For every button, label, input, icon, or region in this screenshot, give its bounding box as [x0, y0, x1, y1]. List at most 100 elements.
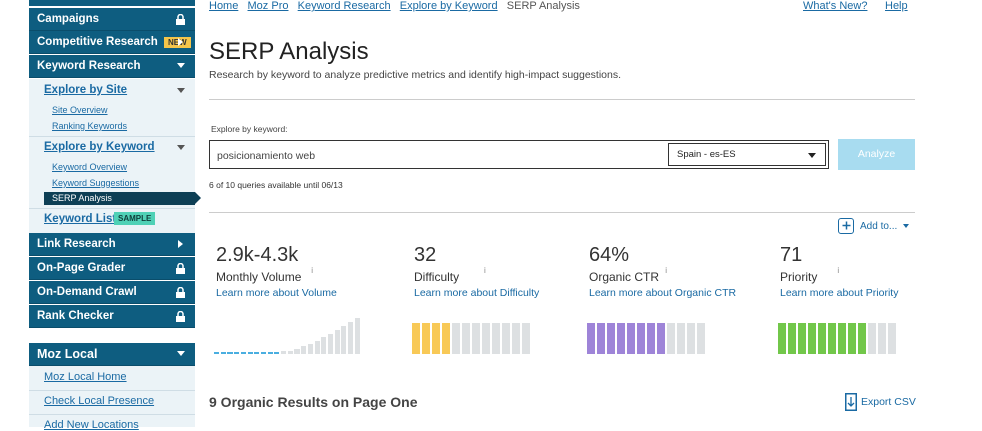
gauge-segment — [778, 323, 786, 354]
submenu-link[interactable]: Site Overview — [52, 105, 108, 115]
metric-label: Priority — [780, 270, 818, 284]
metric-gauge — [412, 318, 562, 354]
breadcrumb: Home Moz Pro Keyword Research Explore by… — [209, 0, 580, 12]
results-heading: 9 Organic Results on Page One — [209, 394, 418, 410]
divider — [209, 99, 915, 100]
gauge-segment — [587, 323, 595, 354]
gauge-segment — [452, 323, 460, 354]
info-icon[interactable]: i — [311, 266, 313, 275]
metric-gauge — [214, 318, 364, 354]
divider — [29, 414, 195, 415]
info-wrap: i — [306, 266, 313, 284]
metric-gauge — [778, 318, 928, 354]
nav-label: Campaigns — [37, 13, 99, 25]
arrow-icon — [177, 351, 185, 356]
arrow-icon — [177, 88, 185, 93]
breadcrumb-current: SERP Analysis — [506, 0, 580, 12]
nav-item[interactable]: Keyword Research — [29, 55, 195, 78]
submenu-link[interactable]: Keyword Lists — [44, 213, 123, 225]
metric-value: 32 — [414, 244, 437, 266]
submenu-link[interactable]: Add New Locations — [44, 419, 139, 431]
gauge-segment — [808, 323, 816, 354]
info-icon[interactable]: i — [665, 266, 668, 275]
active-item — [44, 192, 195, 205]
nav-item[interactable]: On-Page Grader — [29, 257, 195, 280]
submenu-link[interactable]: Moz Local Home — [44, 371, 127, 383]
export-icon[interactable] — [845, 393, 857, 411]
gauge-segment — [677, 323, 685, 354]
metric-link[interactable]: Learn more about Volume — [216, 287, 337, 299]
plus — [842, 221, 850, 230]
metric-link[interactable]: Learn more about Organic CTR — [589, 287, 737, 299]
submenu-link[interactable]: Check Local Presence — [44, 395, 155, 407]
nav-item[interactable]: On-Demand Crawl — [29, 281, 195, 304]
metric-link[interactable]: Learn more about Difficulty — [414, 287, 540, 299]
submenu-link[interactable]: Explore by Keyword — [44, 141, 155, 153]
search-label: Explore by keyword: — [211, 124, 288, 134]
submenu-link[interactable]: Keyword Suggestions — [52, 178, 140, 188]
header-link[interactable]: Help — [885, 0, 908, 12]
gauge-segment — [848, 323, 856, 354]
nav-item[interactable]: Competitive Research NEW — [29, 31, 195, 54]
gauge-bar — [321, 337, 327, 354]
add-icon[interactable] — [838, 218, 854, 234]
gauge-bar — [254, 352, 260, 354]
header-link[interactable]: What's New? — [803, 0, 868, 12]
breadcrumb-link[interactable]: Home — [209, 0, 239, 12]
export-link[interactable]: Export CSV — [861, 396, 916, 408]
gauge-bar — [240, 352, 246, 354]
arrow-icon — [177, 63, 185, 68]
metric-value: 2.9k-4.3k — [216, 244, 299, 266]
gauge-segment — [828, 323, 836, 354]
info-icon[interactable]: i — [484, 266, 486, 275]
submenu-link[interactable]: Keyword Overview — [52, 162, 128, 172]
gauge-segment — [607, 323, 615, 354]
gauge-bar — [274, 352, 280, 354]
add-to-button[interactable]: Add to... — [860, 221, 910, 232]
breadcrumb-link[interactable]: Explore by Keyword — [399, 0, 498, 12]
info-icon[interactable]: i — [837, 266, 840, 275]
gauge-segment — [627, 323, 635, 354]
submenu-link[interactable]: SERP Analysis — [52, 193, 112, 203]
metric-label: Organic CTR — [589, 270, 660, 284]
info-wrap: i — [660, 266, 667, 284]
nav-item[interactable]: Campaigns — [29, 8, 195, 31]
gauge-bar — [234, 352, 240, 354]
arrow-icon — [178, 240, 183, 248]
nav-item[interactable]: Link Research — [29, 233, 195, 256]
add-to-text: Add to... — [860, 221, 898, 232]
gauge-bar — [314, 340, 320, 354]
gauge-bar — [294, 348, 300, 354]
metric-value: 71 — [780, 244, 803, 266]
analyze-button[interactable]: Analyze — [838, 139, 915, 170]
gauge-bar — [227, 352, 233, 354]
metric-gauge — [587, 318, 737, 354]
submenu-link[interactable]: Explore by Site — [44, 84, 128, 96]
search-input[interactable] — [209, 140, 829, 169]
nav-label: On-Page Grader — [37, 262, 126, 274]
gauge-segment — [492, 323, 500, 354]
gauge-segment — [637, 323, 645, 354]
locale-select[interactable]: Spain - es-ES — [668, 143, 826, 166]
breadcrumb-link[interactable]: Moz Pro — [247, 0, 289, 12]
breadcrumb-link[interactable]: Keyword Research — [297, 0, 391, 12]
gauge-bar — [334, 330, 340, 354]
gauge-segment — [597, 323, 605, 354]
gauge-segment — [868, 323, 876, 354]
gauge-segment — [502, 323, 510, 354]
metric-link[interactable]: Learn more about Priority — [780, 287, 899, 299]
nav-label: Competitive Research — [37, 36, 158, 48]
gauge-bar — [247, 352, 253, 354]
gauge-segment — [522, 323, 530, 354]
gauge-segment — [878, 323, 886, 354]
gauge-segment — [617, 323, 625, 354]
nav-item[interactable]: Moz Local — [29, 343, 195, 366]
gauge-segment — [472, 323, 480, 354]
gauge-bar — [260, 352, 267, 354]
submenu-link[interactable]: Ranking Keywords — [52, 121, 128, 131]
nav-item[interactable]: Rank Checker — [29, 305, 195, 328]
page-subtitle: Research by keyword to analyze predictiv… — [209, 69, 622, 81]
metric-label: Difficulty — [414, 270, 460, 284]
gauge-segment — [888, 323, 896, 354]
locale-text: Spain - es-ES — [677, 149, 736, 160]
